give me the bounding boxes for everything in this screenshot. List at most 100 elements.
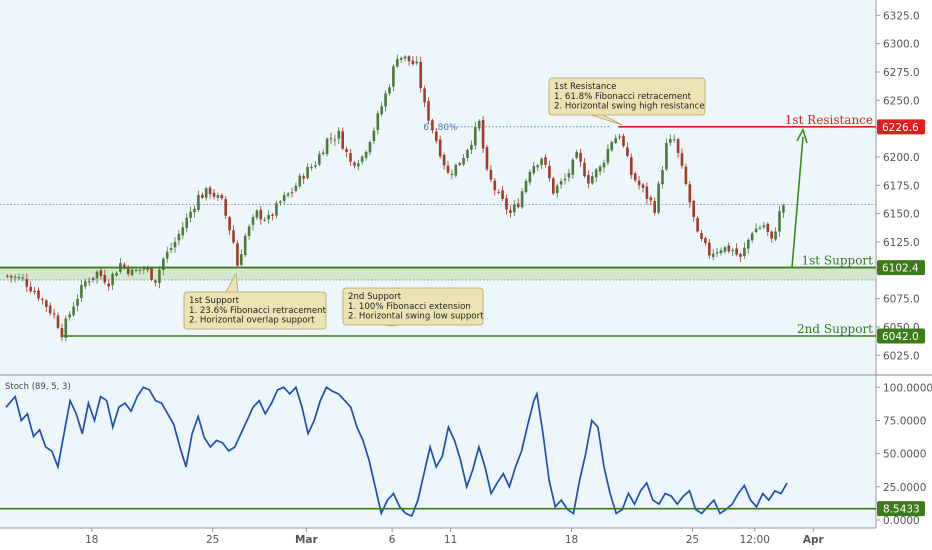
note-resistance-1-line: 2. Horizontal swing high resistance [554, 102, 705, 112]
candle [645, 182, 649, 205]
candle [275, 200, 278, 219]
candle [360, 155, 364, 165]
candle [696, 216, 699, 233]
note-support-1-line: 1. 23.6% Fibonacci retracement [189, 306, 327, 316]
price-tick-label: 6150.0 [883, 209, 920, 221]
note-support-2-line: 1. 100% Fibonacci extension [348, 302, 471, 312]
stoch-indicator-title: Stoch (89, 5, 3) [5, 382, 71, 392]
stoch-pane-background [0, 376, 876, 528]
candle [208, 185, 212, 199]
candle [450, 169, 454, 180]
candle [591, 171, 594, 185]
candle [626, 142, 629, 158]
time-tick-label: Mar [295, 534, 319, 546]
candle [477, 119, 481, 132]
candle [532, 161, 536, 176]
support-1-price-tag[interactable] [877, 260, 925, 276]
candle [52, 308, 56, 319]
candle [485, 144, 489, 172]
time-tick-label: Apr [803, 534, 825, 546]
candle [411, 55, 415, 66]
candle [228, 215, 231, 235]
candle [41, 297, 44, 305]
candle [310, 163, 313, 171]
note-resistance-1-title: 1st Resistance [554, 82, 616, 92]
support-zone [0, 267, 876, 281]
candle [407, 55, 411, 66]
candle [384, 90, 387, 112]
candle [25, 273, 29, 293]
candle [197, 190, 200, 212]
candle [708, 239, 711, 259]
candle [337, 127, 341, 145]
stoch-value-tag[interactable] [877, 501, 925, 517]
candle [321, 149, 325, 156]
candle [501, 185, 504, 202]
price-tick-label: 6275.0 [883, 67, 920, 79]
candle [747, 238, 750, 254]
candle [735, 243, 738, 257]
candle [641, 182, 645, 193]
candle [396, 54, 399, 68]
candle [750, 231, 754, 243]
target-arrow-head [796, 127, 808, 144]
candle [505, 194, 508, 215]
candle [731, 247, 734, 257]
candle [399, 56, 403, 63]
candle [177, 229, 181, 246]
candle [559, 178, 563, 189]
candle [345, 146, 348, 158]
candle [587, 170, 590, 189]
candle [33, 286, 36, 295]
candle [29, 281, 32, 294]
candle [123, 262, 126, 270]
resistance-1-price-tag[interactable] [877, 119, 925, 135]
candle [364, 149, 368, 161]
candle [423, 85, 426, 107]
candle [403, 55, 407, 62]
candle [95, 270, 99, 284]
candle [314, 161, 317, 169]
candle [509, 205, 512, 218]
candle [193, 205, 196, 218]
candle [474, 121, 477, 150]
candle [240, 249, 243, 267]
candle [6, 274, 9, 279]
candle [579, 148, 582, 167]
candle [224, 196, 227, 220]
price-tick-label: 6300.0 [883, 39, 920, 51]
candle [766, 222, 770, 236]
candle [555, 183, 559, 198]
candle [442, 152, 446, 170]
candle [653, 197, 656, 216]
stoch-tick-label: 50.0000 [883, 449, 926, 461]
candle [216, 192, 220, 201]
candle [598, 164, 602, 176]
candle [298, 173, 302, 189]
candle [427, 97, 430, 125]
stoch-tick-label: 0.0000 [883, 515, 920, 527]
candle [130, 267, 134, 277]
candle [676, 137, 680, 158]
candle [719, 247, 723, 256]
candle [64, 315, 68, 342]
support-2-price-tag[interactable] [877, 328, 925, 344]
stoch-tick-label: 100.0000 [883, 382, 932, 394]
note-support-2-title: 2nd Support [348, 292, 402, 302]
candle [774, 227, 777, 242]
candle [723, 245, 727, 254]
candle [72, 302, 75, 317]
candle [618, 133, 621, 141]
candle [497, 189, 500, 195]
candle [212, 188, 216, 200]
candle [357, 159, 360, 171]
candle [516, 197, 520, 209]
candle [466, 148, 469, 162]
support-2-name: 2nd Support [797, 322, 873, 336]
candle [692, 199, 695, 222]
candle [201, 192, 204, 200]
